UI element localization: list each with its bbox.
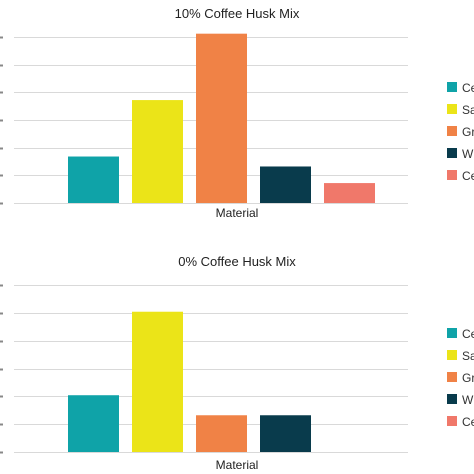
- y-tick: [0, 36, 3, 39]
- y-tick: [0, 119, 3, 122]
- legend-swatch: [447, 104, 457, 114]
- x-axis-label: Material: [216, 458, 259, 472]
- legend-label: Ce: [462, 327, 474, 341]
- chart-title: 0% Coffee Husk Mix: [178, 254, 296, 269]
- legend-label: Ce: [462, 81, 474, 95]
- legend-label: Gr: [462, 125, 474, 139]
- bar-3: [260, 415, 311, 452]
- y-tick: [0, 368, 3, 371]
- y-tick: [0, 174, 3, 177]
- y-tick: [0, 451, 3, 454]
- legend-swatch: [447, 82, 457, 92]
- bar-0: [68, 395, 119, 452]
- bar-1: [132, 311, 183, 452]
- legend-swatch: [447, 350, 457, 360]
- y-tick: [0, 147, 3, 150]
- y-tick: [0, 91, 3, 94]
- bar-0: [68, 156, 119, 203]
- bar-2: [196, 415, 247, 452]
- legend-swatch: [447, 170, 457, 180]
- chart-10-percent: 10% Coffee Husk Mix Material Ce Sa Gr W Ce: [0, 6, 474, 220]
- legend-label: Ce: [462, 169, 474, 183]
- legend-swatch: [447, 394, 457, 404]
- legend-swatch: [447, 372, 457, 382]
- y-tick: [0, 423, 3, 426]
- legend-swatch: [447, 126, 457, 136]
- y-tick: [0, 64, 3, 67]
- legend-label: W: [462, 147, 474, 161]
- legend-label: W: [462, 393, 474, 407]
- bar-1: [132, 100, 183, 203]
- bar-3: [260, 166, 311, 203]
- x-axis-label: Material: [216, 206, 259, 220]
- y-tick: [0, 395, 3, 398]
- y-tick: [0, 312, 3, 315]
- y-tick: [0, 284, 3, 287]
- bar-4: [324, 183, 375, 203]
- legend-swatch: [447, 148, 457, 158]
- y-tick: [0, 340, 3, 343]
- y-tick: [0, 202, 3, 205]
- legend-label: Sa: [462, 349, 474, 363]
- chart-0-percent: 0% Coffee Husk Mix Material Ce Sa Gr W Ce: [0, 254, 474, 472]
- legend-label: Ce: [462, 415, 474, 429]
- bar-2: [196, 33, 247, 204]
- legend-label: Sa: [462, 103, 474, 117]
- legend-label: Gr: [462, 371, 474, 385]
- legend-swatch: [447, 416, 457, 426]
- legend-swatch: [447, 328, 457, 338]
- chart-title: 10% Coffee Husk Mix: [175, 6, 300, 21]
